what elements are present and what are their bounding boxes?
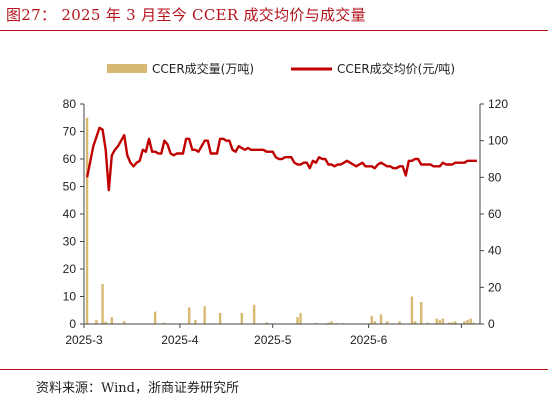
y-right-tick-label: 120 [488, 97, 508, 111]
price-line [85, 126, 477, 192]
volume-bar [385, 321, 389, 324]
y-left-tick-label: 50 [63, 180, 77, 194]
x-tick-label: 2025-6 [350, 333, 388, 347]
volume-bar [101, 284, 104, 324]
volume-bar [85, 117, 89, 324]
x-tick-label: 2025-5 [254, 333, 292, 347]
y-right-tick-label: 0 [488, 317, 495, 331]
x-tick-label: 2025-3 [65, 333, 103, 347]
volume-bar [413, 321, 417, 324]
volume-bar [466, 319, 469, 324]
y-left-tick-label: 70 [63, 125, 77, 139]
title-divider [0, 30, 548, 31]
legend-bar-swatch [107, 64, 147, 73]
volume-bar [426, 322, 429, 324]
volume-bar [454, 321, 457, 324]
legend-line-label: CCER成交均价(元/吨) [337, 61, 455, 76]
y-left-tick-label: 0 [69, 317, 76, 331]
volume-bar [240, 313, 243, 324]
price-line-layer [85, 126, 477, 192]
chart-title: 图27： 2025 年 3 月至今 CCER 成交均价与成交量 [6, 6, 366, 24]
volume-bar [299, 313, 302, 324]
y-right-tick-label: 60 [488, 207, 502, 221]
chart-axes: 0 10 20 30 40 50 60 70 80 0 20 40 60 80 100 120 2025-3 20… [63, 97, 509, 347]
volume-bar [123, 321, 126, 324]
volume-bar [265, 322, 268, 324]
volume-bar [110, 317, 114, 324]
y-right-tick-label: 40 [488, 244, 502, 258]
volume-bar [379, 314, 383, 324]
volume-bar [420, 302, 423, 324]
y-left-tick-label: 10 [63, 290, 77, 304]
y-left-tick-label: 30 [63, 235, 77, 249]
y-left-tick-label: 40 [63, 207, 77, 221]
volume-bar [95, 319, 98, 324]
volume-bar [187, 307, 191, 324]
volume-bar [373, 321, 377, 324]
y-right-tick-label: 100 [488, 134, 508, 148]
chart-legend: CCER成交量(万吨) CCER成交均价(元/吨) [107, 61, 455, 76]
y-right-tick-label: 20 [488, 280, 502, 294]
volume-bar [314, 322, 318, 324]
volume-bar [194, 319, 197, 324]
volume-bar [163, 322, 166, 324]
volume-bar [330, 321, 333, 324]
volume-bar [153, 311, 157, 324]
volume-bar [447, 322, 451, 324]
volume-bar [410, 296, 414, 324]
volume-bar [438, 319, 441, 324]
legend-bar-label: CCER成交量(万吨) [152, 61, 254, 76]
volume-bar [218, 313, 222, 324]
y-right-tick-label: 80 [488, 170, 502, 184]
y-left-tick-label: 60 [63, 152, 77, 166]
volume-bars [85, 117, 476, 324]
volume-bar [435, 318, 438, 324]
source-divider [0, 369, 548, 370]
volume-bar [469, 318, 472, 324]
source-note: 资料来源：Wind，浙商证券研究所 [36, 381, 239, 396]
y-left-tick-label: 80 [63, 97, 77, 111]
volume-bar [450, 322, 454, 324]
volume-bar [463, 321, 466, 324]
volume-bar [370, 315, 373, 324]
x-tick-label: 2025-4 [161, 333, 199, 347]
volume-bar [252, 304, 256, 324]
volume-bar [296, 317, 299, 324]
volume-bar [327, 322, 330, 324]
y-left-tick-label: 20 [63, 262, 77, 276]
volume-bar [398, 321, 401, 324]
volume-bar [104, 321, 107, 324]
volume-bar [203, 306, 206, 324]
volume-bar [441, 318, 445, 324]
volume-bar [472, 322, 476, 324]
